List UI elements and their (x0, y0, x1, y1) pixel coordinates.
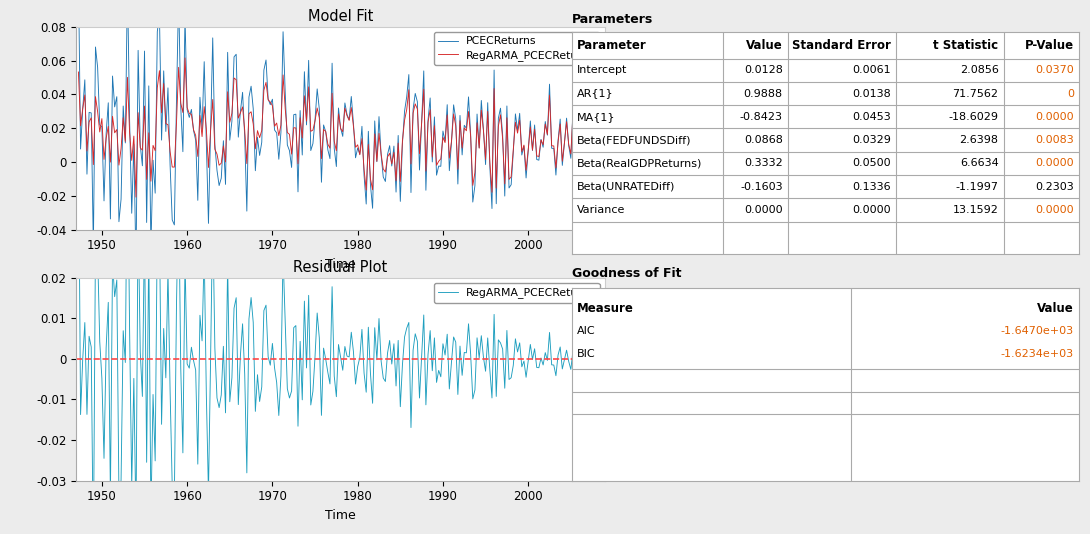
Title: Residual Plot: Residual Plot (293, 260, 388, 275)
PCECReturns (336, 133, 349, 139)
Text: 2.6398: 2.6398 (959, 135, 998, 145)
RegARMA_PCECReturns (72, 121, 85, 127)
Text: 0.0370: 0.0370 (1036, 65, 1074, 75)
Text: Measure: Measure (578, 302, 634, 315)
Text: MA{1}: MA{1} (578, 112, 616, 122)
Text: 0.0000: 0.0000 (1036, 205, 1074, 215)
RegARMA_PCECReturns (534, 137, 547, 143)
Text: P-Value: P-Value (1025, 39, 1074, 52)
RegARMA_PCECReturns (598, 189, 611, 195)
Legend: PCECReturns, RegARMA_PCECReturns: PCECReturns, RegARMA_PCECReturns (434, 32, 600, 65)
RegARMA_PCECReturns (513, 117, 526, 123)
Text: 0.2303: 0.2303 (1036, 182, 1074, 192)
Text: 71.7562: 71.7562 (953, 89, 998, 99)
Line: RegARMA_PCECReturns: RegARMA_PCECReturns (78, 124, 605, 534)
RegARMA_PCECReturns (471, 335, 484, 341)
Text: Beta(RealGDPReturns): Beta(RealGDPReturns) (578, 159, 703, 168)
Text: 0.0329: 0.0329 (851, 135, 891, 145)
Text: 0.0083: 0.0083 (1036, 135, 1074, 145)
PCECReturns (532, 157, 545, 163)
Text: -1.6234e+03: -1.6234e+03 (1001, 349, 1074, 359)
RegARMA_PCECReturns (72, 69, 85, 75)
Text: 0.0000: 0.0000 (744, 205, 783, 215)
Text: 0.0500: 0.0500 (852, 159, 891, 168)
X-axis label: Time: Time (325, 509, 356, 522)
RegARMA_PCECReturns (511, 349, 524, 355)
Text: 0.0128: 0.0128 (744, 65, 783, 75)
Text: Parameter: Parameter (578, 39, 647, 52)
Text: Standard Error: Standard Error (791, 39, 891, 52)
Text: AIC: AIC (578, 326, 596, 336)
Text: AR{1}: AR{1} (578, 89, 614, 99)
Text: Beta(FEDFUNDSDiff): Beta(FEDFUNDSDiff) (578, 135, 692, 145)
Text: 0: 0 (1067, 89, 1074, 99)
RegARMA_PCECReturns (302, 292, 315, 299)
X-axis label: Time: Time (325, 258, 356, 271)
Title: Model Fit: Model Fit (308, 9, 373, 24)
RegARMA_PCECReturns (336, 367, 349, 373)
Line: PCECReturns: PCECReturns (78, 0, 605, 266)
Text: -0.1603: -0.1603 (740, 182, 783, 192)
RegARMA_PCECReturns (179, 54, 192, 61)
Text: -1.6470e+03: -1.6470e+03 (1001, 326, 1074, 336)
Text: 2.0856: 2.0856 (959, 65, 998, 75)
Text: -1.1997: -1.1997 (956, 182, 998, 192)
Text: 0.3332: 0.3332 (744, 159, 783, 168)
Text: Parameters: Parameters (572, 13, 654, 26)
Text: 0.0138: 0.0138 (852, 89, 891, 99)
Text: 0.0061: 0.0061 (852, 65, 891, 75)
PCECReturns (598, 196, 611, 202)
PCECReturns (302, 57, 315, 64)
Text: Value: Value (747, 39, 783, 52)
RegARMA_PCECReturns (581, 351, 594, 357)
RegARMA_PCECReturns (304, 128, 317, 135)
Text: 0.0000: 0.0000 (852, 205, 891, 215)
Text: -18.6029: -18.6029 (948, 112, 998, 122)
Text: Value: Value (1038, 302, 1074, 315)
Text: 0.0453: 0.0453 (852, 112, 891, 122)
Text: Variance: Variance (578, 205, 626, 215)
PCECReturns (581, 130, 594, 136)
RegARMA_PCECReturns (598, 453, 611, 459)
RegARMA_PCECReturns (473, 145, 486, 151)
Text: 0.9888: 0.9888 (743, 89, 783, 99)
Text: Beta(UNRATEDiff): Beta(UNRATEDiff) (578, 182, 676, 192)
RegARMA_PCECReturns (338, 105, 351, 111)
Text: t Statistic: t Statistic (933, 39, 998, 52)
Text: 13.1592: 13.1592 (953, 205, 998, 215)
RegARMA_PCECReturns (130, 194, 143, 200)
Text: Intercept: Intercept (578, 65, 628, 75)
Text: BIC: BIC (578, 349, 596, 359)
PCECReturns (471, 111, 484, 117)
RegARMA_PCECReturns (583, 151, 596, 157)
Text: -0.8423: -0.8423 (740, 112, 783, 122)
Text: 0.0868: 0.0868 (744, 135, 783, 145)
PCECReturns (130, 263, 143, 270)
Legend: RegARMA_PCECReturns: RegARMA_PCECReturns (434, 283, 600, 303)
Text: 0.0000: 0.0000 (1036, 159, 1074, 168)
RegARMA_PCECReturns (532, 365, 545, 371)
PCECReturns (511, 127, 524, 134)
Line: RegARMA_PCECReturns: RegARMA_PCECReturns (78, 58, 605, 197)
Text: Goodness of Fit: Goodness of Fit (572, 267, 681, 280)
Text: 0.1336: 0.1336 (852, 182, 891, 192)
Text: 6.6634: 6.6634 (960, 159, 998, 168)
Text: 0.0000: 0.0000 (1036, 112, 1074, 122)
